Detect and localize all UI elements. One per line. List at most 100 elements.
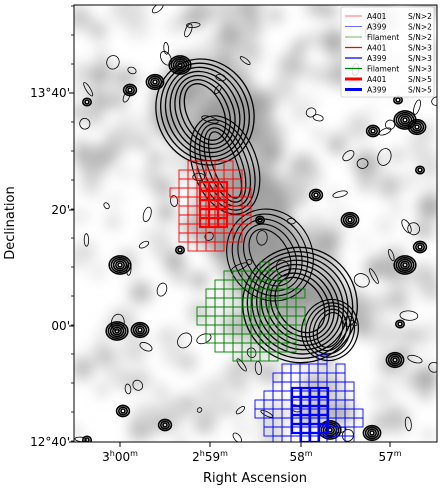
emission-blob [397,327,411,341]
emission-blob [366,294,388,316]
contour-line [147,75,163,89]
region-cell [295,315,306,326]
contour-line [174,74,236,150]
contour-line [378,127,392,136]
contour-line [112,326,123,336]
emission-blob [176,437,186,442]
contour-line [160,50,172,66]
contour-line [175,60,186,70]
emission-blob [112,344,127,359]
legend-snr: S/N>5 [408,86,432,95]
legend-snr: S/N>2 [408,12,432,21]
emission-blob [423,225,437,238]
contour-line [385,351,405,369]
emission-blob [278,55,292,69]
emission-blob [109,94,123,108]
contour-line [236,358,247,372]
contour-line [132,379,144,391]
region-cell [353,417,364,428]
contour-line [312,308,348,352]
emission-blob [194,383,208,397]
contour-line [412,240,428,254]
region-cell [232,232,243,243]
contour-line [414,124,420,130]
contour-line [395,97,401,103]
emission-blob [106,198,117,208]
emission-blob [74,144,91,163]
contour-line [417,167,423,173]
contour-line [120,408,126,414]
contour-line [110,256,130,274]
contour-line [397,258,413,272]
emission-blob [76,135,86,146]
contour-line [83,233,90,247]
emission-blob [417,194,437,220]
legend-label: Filament [367,65,399,74]
emission-blob [89,263,107,280]
emission-blob [306,32,320,45]
emission-blob [218,316,232,330]
y-tick-labels: 13°40' 20' 00' 12°40' [30,86,70,449]
emission-blob [371,381,395,406]
contour-line [366,428,377,438]
contour-line [407,222,421,236]
emission-blob [421,320,437,343]
emission-blob [205,38,219,51]
emission-blob [299,173,309,184]
emission-blob [267,7,283,24]
emission-blob [352,150,381,179]
emission-blob [419,389,432,402]
contour-line [199,123,251,207]
emission-blob [322,375,344,397]
legend-snr: S/N>2 [408,33,432,42]
region-a401 [169,160,252,252]
region-core-cell [216,216,229,229]
emission-blob [390,149,403,162]
emission-blob [116,165,131,180]
contour-line [215,73,227,82]
contour-line [151,5,164,14]
emission-blob [89,65,110,86]
emission-blob [190,272,208,289]
contour-line [340,211,360,229]
contour-line [332,190,348,198]
emission-blob [284,180,310,207]
contour-line [84,99,90,105]
contour-line [310,190,321,200]
legend-label: Filament [367,33,399,42]
contour-line [177,332,193,349]
contour-line [127,66,137,75]
emission-blob [331,132,346,147]
contour-line [399,115,410,125]
emission-blob [168,153,180,165]
emission-blob [357,237,371,250]
emission-blob [238,38,262,63]
legend-box [340,6,435,98]
emission-blob [94,345,115,367]
contour-line [192,172,206,181]
contour-line [353,273,370,288]
emission-blob [137,283,148,294]
axis-ticks [69,5,391,447]
contour-line [214,84,222,95]
emission-blob [392,203,402,214]
contour-line [342,150,355,162]
contour-line [246,250,354,360]
contour-line [179,79,231,145]
contour-line [370,128,376,134]
contour-line [389,355,400,365]
emission-blob [158,210,170,222]
contour-line [347,217,353,223]
contour-line [127,87,133,93]
contour-line [367,126,378,136]
contour-line [79,117,91,130]
region-cell [345,445,354,454]
emission-blob [135,74,145,85]
legend-label: A401 [367,44,387,53]
emission-blob [307,5,324,15]
emission-blob [424,430,434,440]
contour-line [407,354,423,364]
emission-blob [376,217,394,234]
contour-line [308,188,324,202]
emission-blob [163,347,183,367]
